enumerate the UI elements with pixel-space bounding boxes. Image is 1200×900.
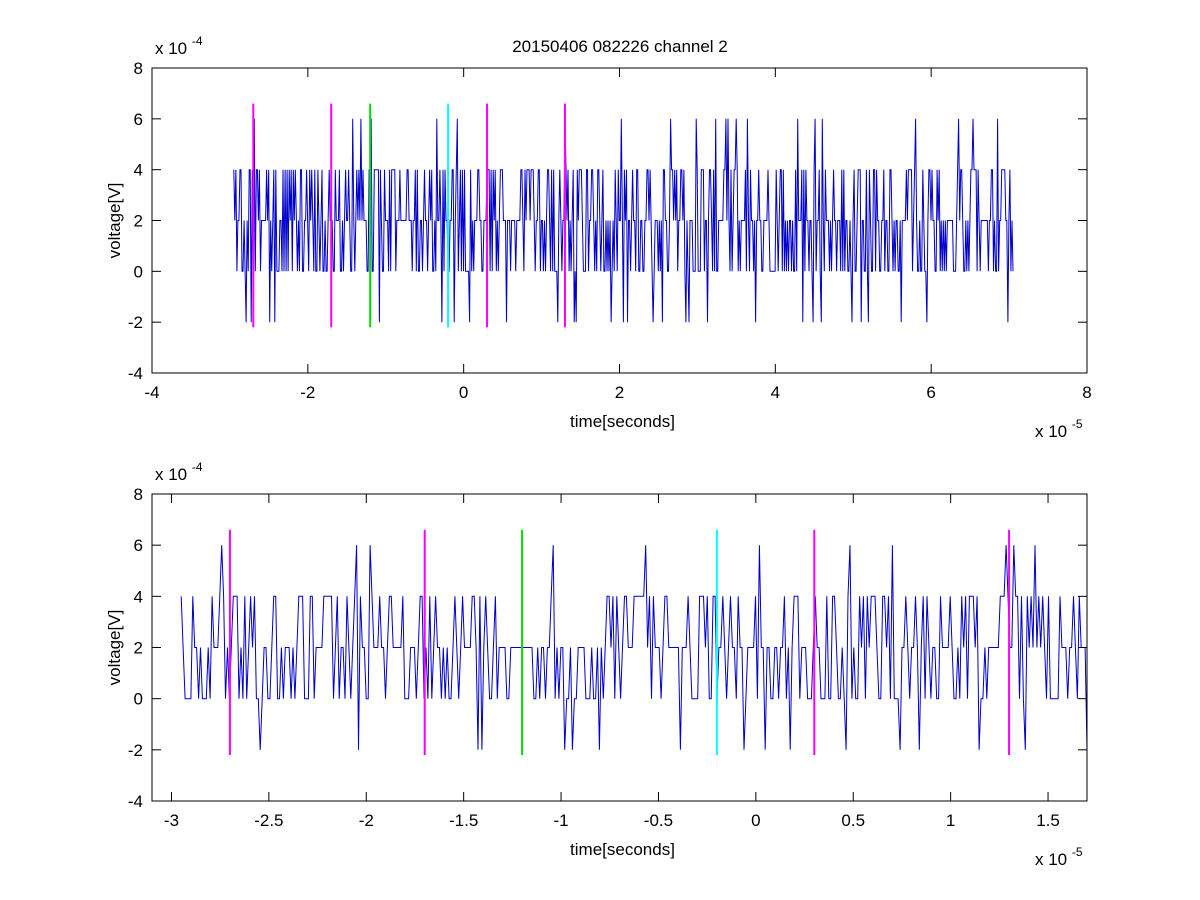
x-tick-label: -2 [300,383,315,402]
signal-trace [233,118,1014,323]
signal-trace [180,545,1087,750]
y-exponent-label: x 10 -4 [155,34,203,58]
y-tick-label: -2 [128,313,143,332]
x-tick-label: 1.5 [1036,811,1060,830]
y-tick-label: -2 [128,741,143,760]
x-tick-label: 8 [1082,383,1091,402]
y-tick-label: 2 [134,639,143,658]
y-axis-label: voltage[V] [105,183,124,259]
x-tick-label: 0 [459,383,468,402]
x-tick-label: -1.5 [449,811,478,830]
x-tick-label: -1 [554,811,569,830]
y-tick-label: -4 [128,364,143,383]
x-tick-label: 4 [771,383,780,402]
y-tick-label: 6 [134,110,143,129]
x-exponent-label: x 10 -5 [1035,417,1083,441]
axes-2: -3 -2.5 -2 -1.5 -1 -0.5 0 0.5 1 1.5 -4 -2 0 2 4 6 8 time[… [105,460,1088,869]
x-tick-label: 0 [751,811,760,830]
x-tick-label: 2 [615,383,624,402]
axes-1: -4 -2 0 2 4 6 8 -4 -2 0 2 4 6 8 time[seconds] voltage[V… [105,34,1092,441]
y-tick-label: 4 [134,161,143,180]
x-tick-label: -2 [359,811,374,830]
y-tick-label: 0 [134,690,143,709]
chart-title: 20150406 082226 channel 2 [512,37,728,56]
y-tick-label: 4 [134,587,143,606]
x-exponent-label: x 10 -5 [1035,845,1083,869]
y-axis-label: voltage[V] [105,610,124,686]
y-tick-label: 0 [134,262,143,281]
x-tick-label: 6 [926,383,935,402]
y-exponent-label: x 10 -4 [155,460,203,484]
y-tick-label: 2 [134,212,143,231]
x-axis-label: time[seconds] [570,412,675,431]
x-tick-label: 1 [946,811,955,830]
x-tick-label: -0.5 [644,811,673,830]
x-tick-label: 0.5 [841,811,865,830]
x-axis-label: time[seconds] [570,840,675,859]
x-tick-label: -3 [164,811,179,830]
y-tick-label: 6 [134,536,143,555]
y-tick-label: 8 [134,59,143,78]
x-tick-label: -2.5 [254,811,283,830]
y-tick-label: -4 [128,792,143,811]
y-tick-label: 8 [134,485,143,504]
x-tick-label: -4 [144,383,159,402]
